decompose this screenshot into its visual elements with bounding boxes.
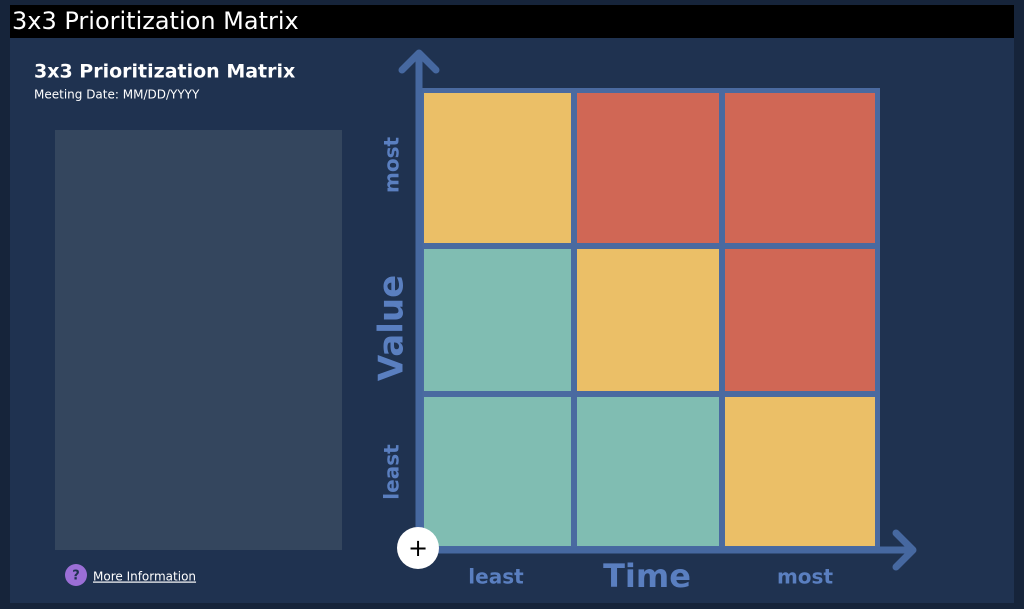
help-icon-label: ? bbox=[72, 569, 80, 584]
board-title: 3x3 Prioritization Matrix bbox=[34, 61, 295, 83]
axes bbox=[398, 49, 917, 571]
cell bbox=[725, 397, 875, 546]
y-axis-high: most bbox=[380, 137, 404, 193]
x-axis-high: most bbox=[777, 565, 833, 589]
x-axis-low: least bbox=[468, 565, 524, 589]
help-link[interactable]: More Information bbox=[93, 570, 196, 584]
y-axis-low: least bbox=[380, 444, 404, 500]
add-button-label: + bbox=[408, 534, 428, 562]
add-button[interactable]: + bbox=[397, 527, 439, 569]
notes-panel bbox=[55, 130, 342, 550]
cell bbox=[725, 93, 875, 243]
title-bar bbox=[10, 5, 1014, 38]
help-icon bbox=[65, 564, 87, 586]
cell bbox=[577, 397, 719, 546]
help[interactable]: ? More Information bbox=[65, 564, 196, 586]
window-title: 3x3 Prioritization Matrix bbox=[12, 7, 299, 35]
cell bbox=[577, 249, 719, 391]
cell bbox=[725, 249, 875, 391]
cell bbox=[424, 397, 571, 546]
x-axis-label: Time bbox=[603, 557, 691, 595]
board-subtitle: Meeting Date: MM/DD/YYYY bbox=[34, 88, 200, 102]
add-button-circle bbox=[397, 527, 439, 569]
y-axis-label: Value bbox=[372, 275, 412, 381]
cell bbox=[424, 93, 571, 243]
cell bbox=[424, 249, 571, 391]
cell bbox=[577, 93, 719, 243]
